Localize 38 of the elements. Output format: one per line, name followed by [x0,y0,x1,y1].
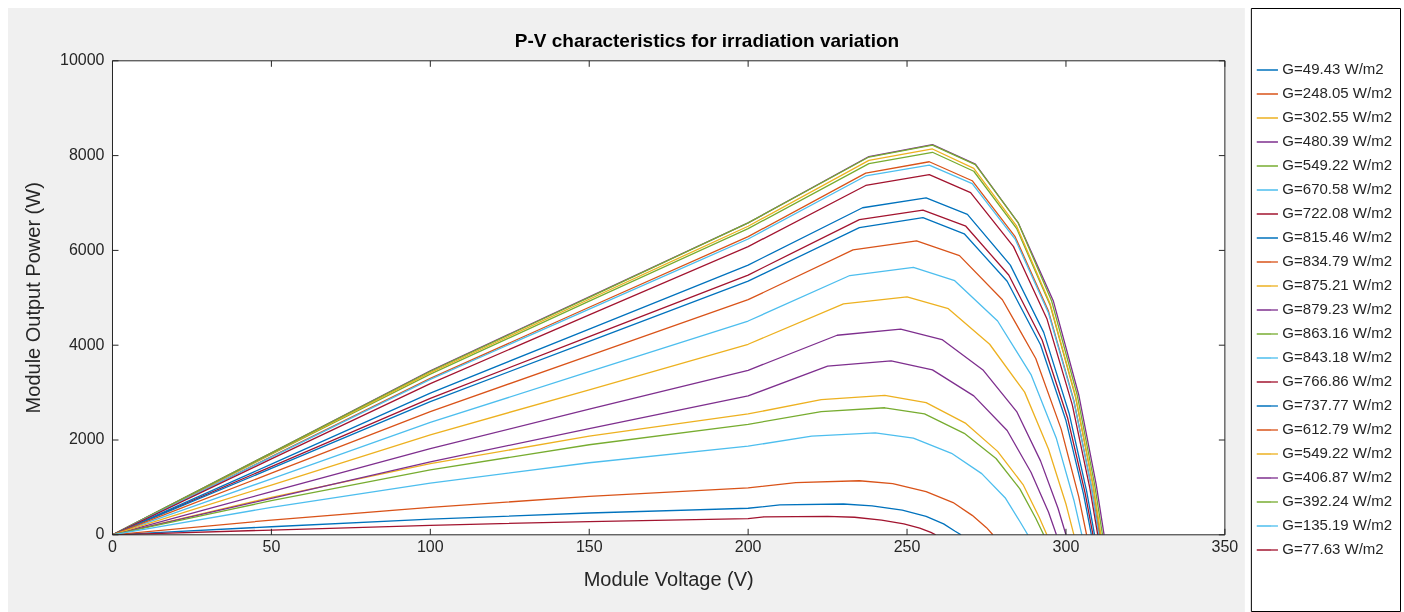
y-tick-label: 8000 [68,146,105,164]
x-tick-label: 100 [416,537,444,555]
y-axis-title: Module Output Power (W) [21,182,44,414]
legend-label: G=248.05 W/m2 [1282,84,1392,102]
x-tick-label: 150 [575,537,603,555]
legend-label: G=670.58 W/m2 [1282,180,1392,198]
x-tick-label: 200 [734,537,762,555]
legend-label: G=722.08 W/m2 [1282,204,1392,222]
legend-label: G=302.55 W/m2 [1282,108,1392,126]
x-tick-label: 50 [262,537,281,555]
legend-label: G=815.46 W/m2 [1282,228,1392,246]
legend-label: G=406.87 W/m2 [1282,468,1392,486]
legend-label: G=766.86 W/m2 [1282,372,1392,390]
legend-label: G=879.23 W/m2 [1282,300,1392,318]
y-tick-label: 0 [95,525,105,543]
legend-label: G=549.22 W/m2 [1282,156,1392,174]
legend-label: G=77.63 W/m2 [1282,540,1384,558]
legend-label: G=612.79 W/m2 [1282,420,1392,438]
legend-label: G=392.24 W/m2 [1282,492,1392,510]
y-tick-label: 6000 [68,240,105,258]
legend-label: G=480.39 W/m2 [1282,132,1392,150]
x-tick-label: 350 [1211,537,1239,555]
legend-label: G=863.16 W/m2 [1282,324,1392,342]
legend-label: G=549.22 W/m2 [1282,444,1392,462]
chart-title: P-V characteristics for irradiation variation [514,29,900,51]
legend-label: G=875.21 W/m2 [1282,276,1392,294]
x-axis-title: Module Voltage (V) [583,567,754,590]
legend-label: G=843.18 W/m2 [1282,348,1392,366]
x-tick-label: 250 [893,537,921,555]
y-tick-label: 10000 [59,51,105,69]
y-tick-label: 4000 [68,335,105,353]
legend-label: G=135.19 W/m2 [1282,516,1392,534]
y-tick-label: 2000 [68,430,105,448]
legend-label: G=737.77 W/m2 [1282,396,1392,414]
x-tick-label: 300 [1052,537,1080,555]
x-tick-label: 0 [108,537,118,555]
legend-label: G=49.43 W/m2 [1282,60,1384,78]
legend-label: G=834.79 W/m2 [1282,252,1392,270]
